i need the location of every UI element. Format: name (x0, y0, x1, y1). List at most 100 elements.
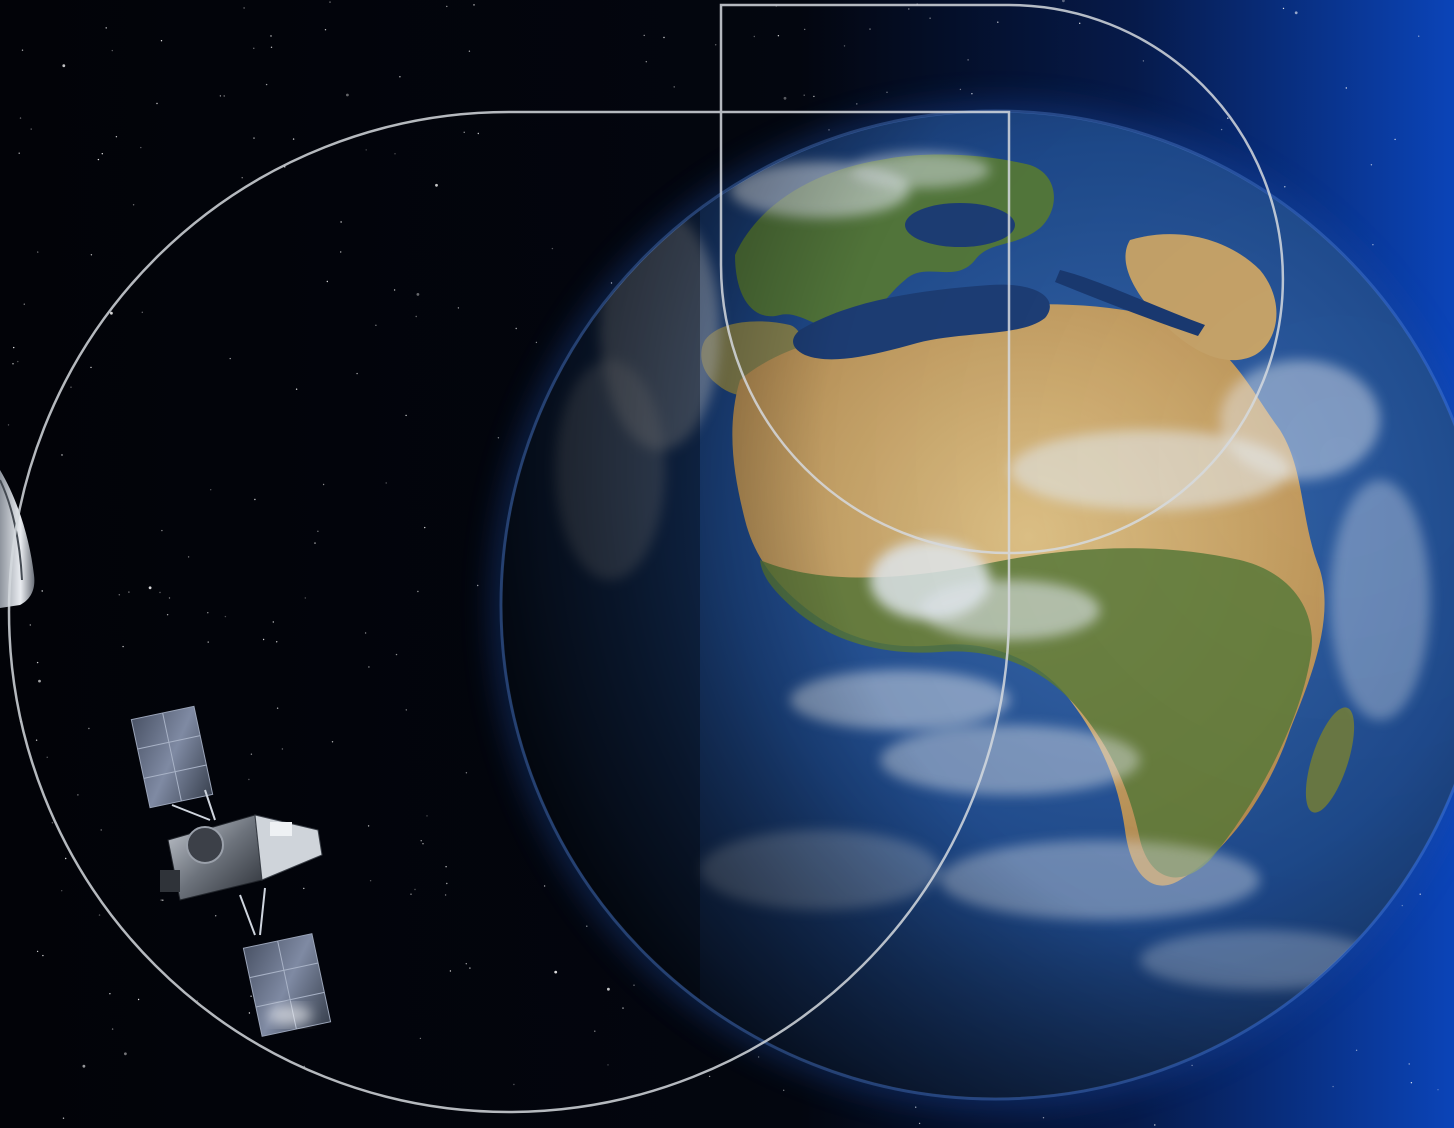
star (446, 5, 448, 8)
star (331, 741, 334, 743)
star (168, 597, 171, 599)
star (19, 117, 22, 119)
star (77, 794, 79, 796)
star (1042, 1117, 1045, 1119)
star (1370, 164, 1373, 166)
star (1408, 1063, 1410, 1065)
star (210, 489, 212, 491)
star (276, 707, 279, 709)
star (813, 95, 815, 98)
star (663, 36, 665, 39)
star (140, 146, 142, 149)
star (254, 498, 256, 501)
star (248, 778, 250, 781)
star (1282, 7, 1285, 10)
star (410, 893, 412, 895)
star (90, 366, 92, 369)
star (364, 632, 367, 634)
star (161, 529, 163, 532)
star (30, 128, 32, 130)
star (111, 1028, 114, 1030)
star (37, 251, 39, 253)
star (159, 591, 161, 594)
star (97, 158, 100, 161)
star (156, 102, 158, 105)
star (219, 95, 222, 97)
star (753, 35, 755, 38)
star (757, 1056, 760, 1058)
star (105, 27, 107, 29)
star (468, 50, 471, 52)
star (497, 437, 500, 439)
star (196, 1000, 199, 1002)
star (329, 1, 331, 3)
star (65, 857, 67, 860)
star (270, 35, 272, 37)
star (395, 653, 398, 656)
star (35, 739, 38, 741)
star (971, 93, 973, 95)
star (317, 530, 319, 532)
star (292, 138, 295, 140)
star (708, 1075, 711, 1078)
star (633, 984, 635, 986)
star (368, 666, 370, 668)
star (1410, 1082, 1413, 1084)
star (250, 753, 253, 755)
star (673, 86, 675, 88)
star (607, 1064, 609, 1066)
star (1154, 1124, 1156, 1126)
star (160, 40, 163, 42)
star (959, 88, 962, 91)
star (137, 998, 140, 1001)
star (38, 679, 41, 683)
star (414, 888, 416, 891)
star (41, 590, 43, 592)
star (42, 954, 44, 957)
star (118, 594, 121, 596)
star (141, 311, 143, 313)
star (243, 7, 245, 9)
star (645, 61, 647, 63)
star (449, 970, 452, 972)
star (90, 254, 93, 256)
star (1437, 1089, 1439, 1091)
outline-shapes (7, 3, 1285, 1114)
star (1401, 904, 1404, 907)
star (399, 76, 401, 78)
star (435, 183, 438, 187)
star (62, 64, 66, 68)
star (424, 526, 426, 529)
star (445, 866, 447, 868)
star (422, 843, 424, 845)
star (215, 915, 217, 917)
star (262, 638, 265, 641)
star (444, 894, 447, 896)
star (446, 882, 448, 885)
star (98, 914, 101, 916)
star (457, 307, 460, 309)
star (7, 424, 10, 426)
star (17, 360, 19, 363)
star (365, 149, 367, 151)
star (1332, 1085, 1334, 1088)
star (265, 83, 268, 86)
star (46, 756, 48, 758)
weather-satellite (130, 705, 332, 1037)
star (777, 35, 780, 37)
star (1372, 244, 1374, 246)
satellite-body (160, 814, 323, 901)
star (23, 303, 25, 305)
star (535, 341, 538, 344)
star (1294, 11, 1298, 15)
star (162, 899, 164, 901)
star (270, 46, 273, 48)
star (61, 890, 63, 892)
star (477, 132, 479, 135)
star (967, 59, 969, 61)
star (346, 93, 349, 97)
star (187, 556, 190, 558)
star (122, 645, 124, 648)
